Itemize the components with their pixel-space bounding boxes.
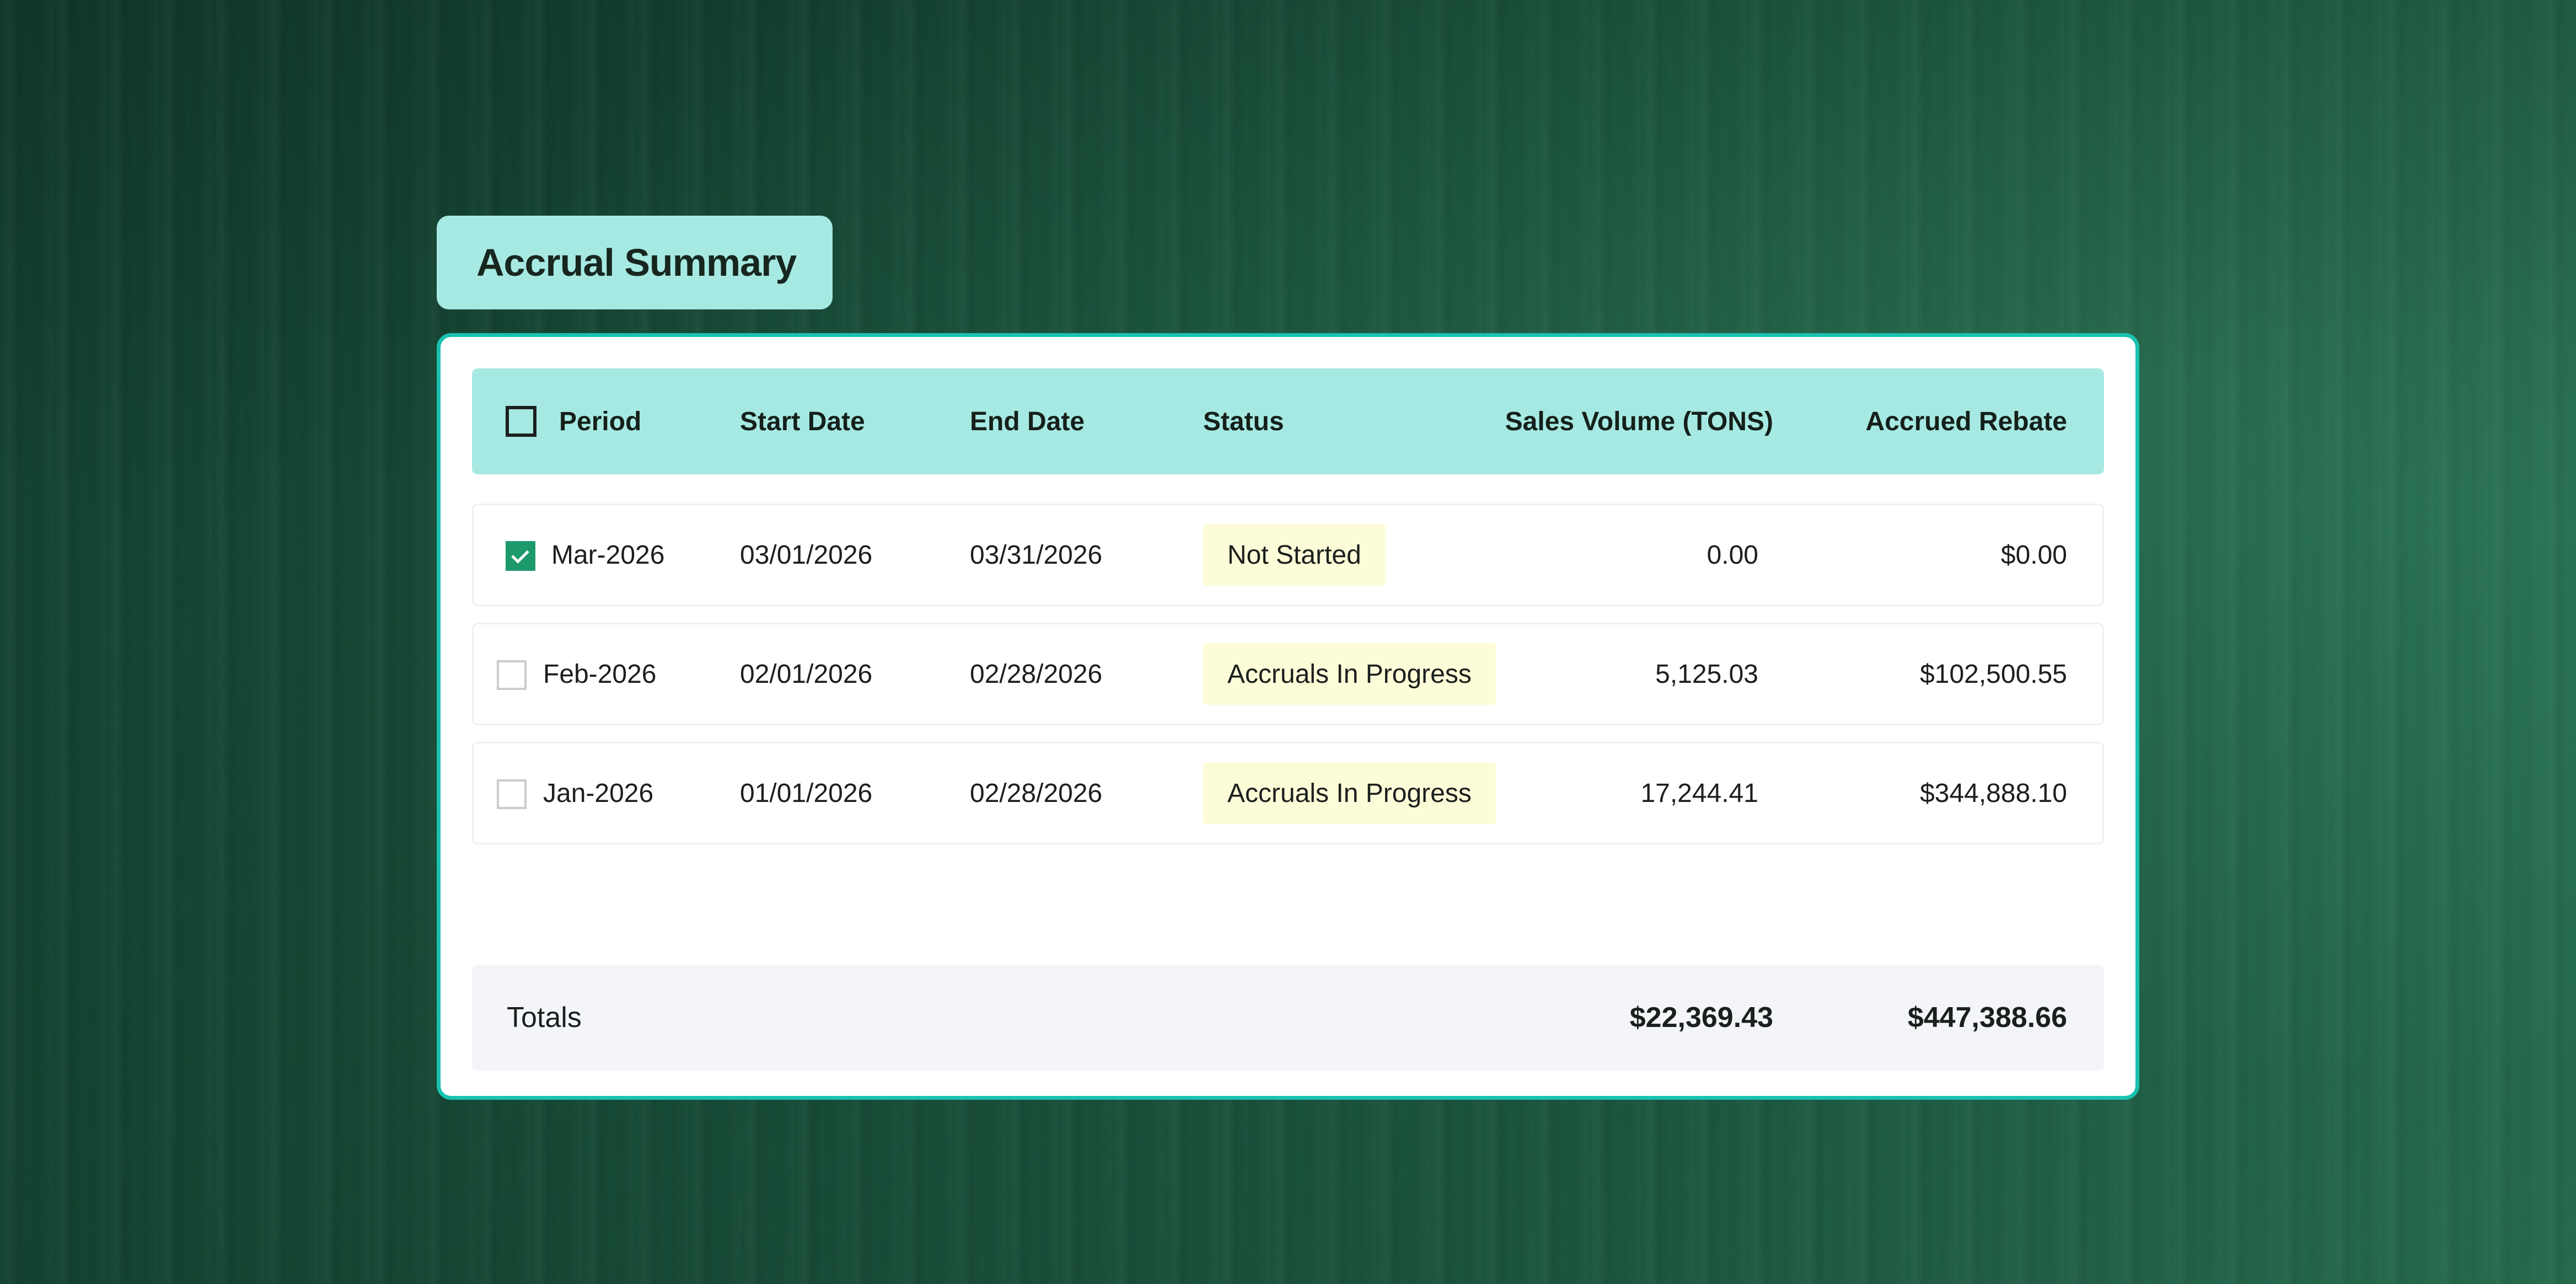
header-accrued-rebate[interactable]: Accrued Rebate [1865, 406, 2067, 436]
table-row[interactable]: Mar-2026 03/01/2026 03/31/2026 Not Start… [472, 504, 2104, 606]
row-sales-volume: 5,125.03 [1655, 659, 1758, 689]
table-row[interactable]: Jan-2026 01/01/2026 02/28/2026 Accruals … [472, 742, 2104, 844]
header-start-date[interactable]: Start Date [740, 406, 865, 436]
page-title: Accrual Summary [476, 241, 797, 284]
row-start-date: 02/01/2026 [740, 659, 873, 689]
row-period: Jan-2026 [543, 778, 654, 808]
status-badge: Accruals In Progress [1203, 643, 1496, 705]
header-end-date[interactable]: End Date [970, 406, 1085, 436]
totals-row: Totals $22,369.43 $447,388.66 [472, 965, 2104, 1071]
row-accrued-rebate: $102,500.55 [1920, 659, 2067, 689]
row-checkbox[interactable] [506, 541, 535, 571]
header-sales-volume[interactable]: Sales Volume (TONS) [1505, 406, 1773, 436]
row-sales-volume: 0.00 [1706, 540, 1758, 570]
row-end-date: 03/31/2026 [970, 540, 1103, 570]
status-badge: Accruals In Progress [1203, 762, 1496, 824]
status-badge: Not Started [1203, 524, 1386, 586]
row-sales-volume: 17,244.41 [1640, 778, 1758, 808]
row-start-date: 03/01/2026 [740, 540, 873, 570]
totals-sales-volume: $22,369.43 [1629, 1002, 1773, 1034]
totals-accrued-rebate: $447,388.66 [1907, 1002, 2067, 1034]
page-title-tab: Accrual Summary [437, 216, 833, 309]
row-accrued-rebate: $344,888.10 [1920, 778, 2067, 808]
row-start-date: 01/01/2026 [740, 778, 873, 808]
accrual-summary-card: Period Start Date End Date Status Sales … [437, 333, 2139, 1100]
header-status[interactable]: Status [1203, 406, 1284, 436]
row-accrued-rebate: $0.00 [2000, 540, 2067, 570]
header-period[interactable]: Period [559, 406, 642, 436]
row-period: Feb-2026 [543, 659, 657, 689]
table-row[interactable]: Feb-2026 02/01/2026 02/28/2026 Accruals … [472, 623, 2104, 725]
row-end-date: 02/28/2026 [970, 659, 1103, 689]
select-all-checkbox[interactable] [506, 406, 536, 437]
row-checkbox[interactable] [497, 779, 527, 809]
row-period: Mar-2026 [551, 540, 665, 570]
row-end-date: 02/28/2026 [970, 778, 1103, 808]
row-checkbox[interactable] [497, 660, 527, 690]
totals-label: Totals [507, 1002, 582, 1034]
table-header: Period Start Date End Date Status Sales … [472, 368, 2104, 474]
